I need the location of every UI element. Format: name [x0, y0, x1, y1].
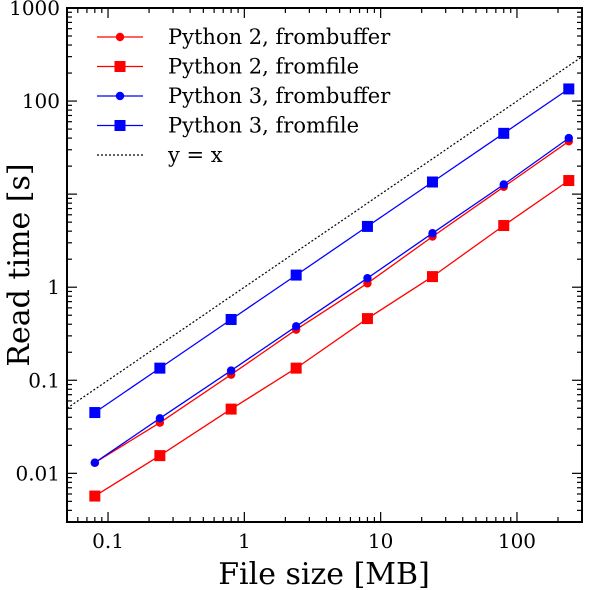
legend-entry-3: Python 3, fromfile	[97, 114, 359, 138]
series-1	[89, 175, 575, 502]
legend-entry-1: Python 2, fromfile	[97, 55, 359, 79]
y-tick-label: 0.01	[15, 461, 60, 485]
plot-frame	[66, 7, 583, 523]
legend-label: Python 3, frombuffer	[168, 84, 391, 108]
data-point	[498, 127, 510, 139]
data-point	[226, 366, 236, 375]
data-point	[290, 269, 302, 281]
data-point	[225, 313, 237, 325]
data-point	[89, 407, 101, 419]
y-tick-label: 100	[22, 89, 60, 113]
legend-marker	[114, 61, 126, 72]
reference-line	[67, 56, 582, 409]
legend-entry-4: y = x	[97, 143, 223, 167]
y-tick-label: 0.1	[28, 368, 60, 392]
data-point	[361, 313, 373, 325]
legend-label: y = x	[167, 143, 223, 167]
data-point	[499, 180, 508, 189]
series-line	[94, 140, 570, 464]
data-point	[225, 403, 237, 415]
data-point	[291, 322, 301, 331]
data-point	[498, 220, 510, 232]
series-4	[67, 56, 582, 409]
legend-label: Python 2, fromfile	[168, 55, 359, 79]
x-tick-label: 1	[238, 529, 251, 553]
legend-marker	[115, 91, 125, 101]
data-point	[363, 273, 372, 283]
data-point	[90, 458, 100, 467]
data-point	[564, 133, 573, 143]
data-point	[563, 175, 575, 187]
series-2	[90, 133, 573, 467]
x-tick-label: 10	[368, 529, 393, 553]
series-line	[94, 137, 570, 464]
legend-entry-0: Python 2, frombuffer	[97, 25, 391, 49]
legend: Python 2, frombuffer Python 2, fromfile Py…	[97, 25, 391, 167]
data-point	[361, 220, 373, 232]
data-point	[426, 271, 438, 283]
data-point	[154, 450, 166, 462]
series-line	[94, 88, 570, 414]
legend-marker	[115, 32, 125, 42]
y-tick-label: 1	[47, 275, 60, 299]
series-lines	[67, 56, 582, 502]
data-point	[426, 176, 438, 188]
tick-labels: 0.1 1 10 100 0.01 0.1 1 100 1000	[9, 0, 536, 553]
data-point	[89, 490, 101, 502]
x-axis-label: File size [MB]	[218, 557, 430, 590]
series-3	[89, 83, 575, 419]
legend-marker	[114, 120, 126, 131]
y-tick-label: 1000	[9, 0, 60, 20]
data-point	[154, 362, 166, 374]
legend-entry-2: Python 3, frombuffer	[97, 84, 391, 108]
series-line	[94, 179, 570, 497]
data-point	[290, 362, 302, 374]
data-point	[155, 414, 165, 423]
data-point	[428, 229, 437, 238]
x-tick-label: 100	[498, 529, 536, 553]
legend-label: Python 2, frombuffer	[168, 25, 391, 49]
data-point	[563, 83, 575, 95]
y-axis-label: Read time [s]	[2, 163, 37, 366]
x-tick-label: 0.1	[92, 529, 124, 553]
legend-label: Python 3, fromfile	[168, 114, 359, 138]
